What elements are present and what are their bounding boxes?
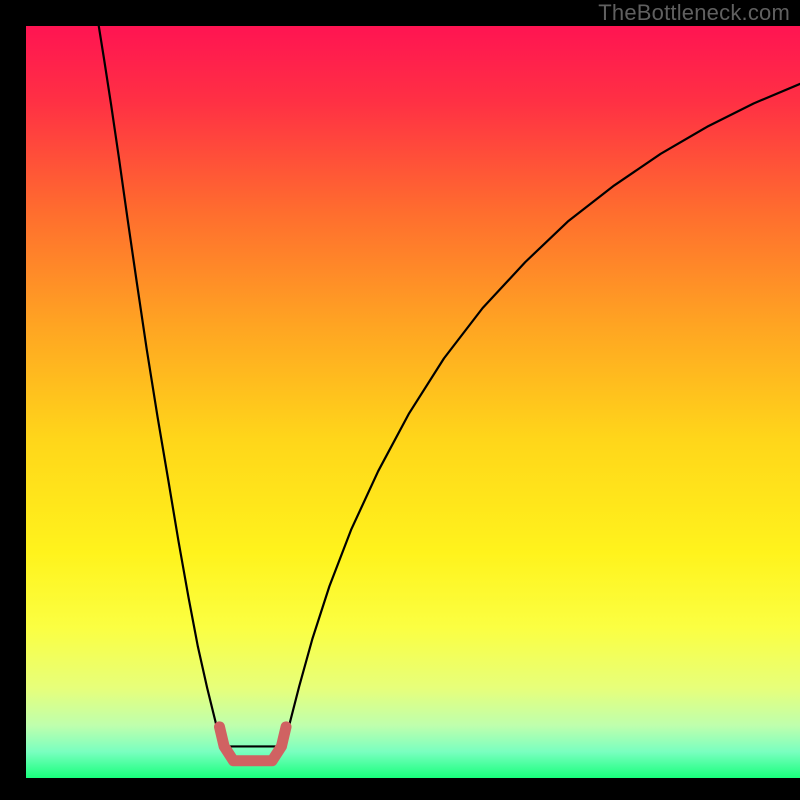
bottleneck-curve <box>99 26 800 746</box>
chart-area <box>26 26 800 778</box>
watermark-text: TheBottleneck.com <box>598 0 790 26</box>
valley-marker <box>220 727 287 761</box>
chart-svg <box>26 26 800 778</box>
